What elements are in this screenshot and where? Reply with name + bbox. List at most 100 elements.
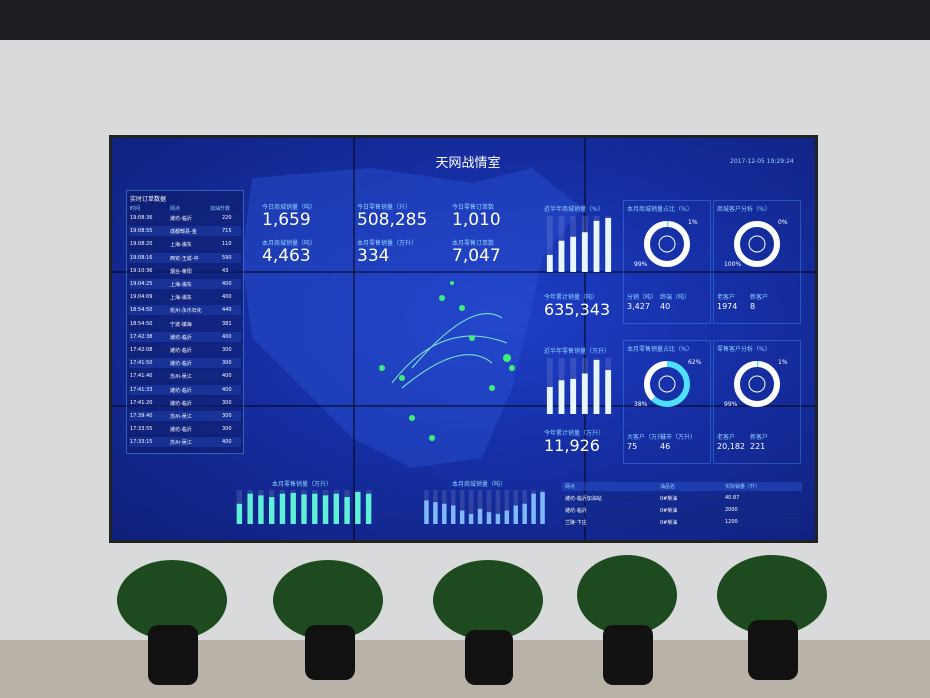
donut-icon [748,235,766,253]
bar [333,493,339,524]
table-header: 油品名 [660,484,676,490]
table-row-bg [129,318,241,329]
donut-icon [748,375,766,393]
bar [236,503,243,524]
table-cell: 40.87 [725,495,740,501]
table-cell: 潍坊-临沂加油站 [565,496,602,502]
table-cell: 300 [222,399,232,406]
stat-label: 分销（吨） [627,294,658,301]
stat-label: 新客户 [750,294,769,301]
table-cell: 0#柴油 [660,496,678,502]
mini-bar-chart [546,358,612,414]
table-cell: 潍坊-临沂 [170,216,192,222]
bar [593,360,600,414]
video-wall: 天网战情室 2017-12-05 19:29:24 实时订单数据 时间 网点 加油升… [112,138,815,540]
table-cell: 上海-浦东 [170,295,192,302]
kpi-label: 今日零售销量（升） [357,204,412,211]
table-cell: 19:08:16 [130,254,153,261]
stat-label: 大客户（万升） [627,434,670,441]
kpi-label: 本月零售订单数 [452,240,495,247]
stat-value: 1974 [717,302,738,311]
stat-label: 老客户 [717,434,736,441]
donut-segment [644,221,690,267]
bar [605,370,612,414]
donut-panel [713,340,801,464]
stat-value: 3,427 [627,302,650,311]
table-header-bg [562,482,802,491]
year-value: 635,343 [544,300,611,319]
table-cell: 17:33:15 [130,439,153,446]
bar-track [477,490,483,524]
bar [344,497,350,524]
kpi-label: 今日零售订单数 [452,204,495,211]
table-cell: 300 [222,426,232,433]
donut-segment [734,361,780,407]
bar-track [504,490,510,524]
table-row-bg [129,331,241,342]
table-header: 网点 [565,484,576,490]
table-row-bg [129,384,241,395]
stat-value: 20,182 [717,442,745,451]
donut-label: 1% [688,219,698,226]
kpi-value: 1,659 [262,210,311,230]
bar [605,218,612,272]
table-cell: 潍坊-临沂 [170,334,192,341]
bar [522,503,527,524]
bar [581,232,588,272]
donut: 62% 38% [634,359,702,408]
year-label: 今年累计销量（万升） [544,430,605,437]
table-cell: 潍坊-临沂 [170,400,192,407]
chart-title: 本月商城销量（吨） [452,481,507,488]
month-bar-chart [236,490,372,524]
table-cell: 17:41:50 [130,360,153,367]
donut-title: 本月商城销量占比（%） [627,206,693,213]
table-cell: 西安-王成-中 [170,255,199,262]
table-cell: 苏州-吴江 [170,374,192,381]
table-cell: 17:41:20 [130,399,153,406]
bar [459,510,465,524]
table-cell: 2000 [725,507,738,513]
donut: 1% 99% [634,219,698,268]
bar [581,373,588,414]
donut-panel [623,340,711,464]
donut-label: 62% [688,359,702,366]
stat-label: 老客户 [717,294,736,301]
donut: 0% 100% [724,219,788,268]
table-row-bg [129,239,241,250]
table-cell: 苏州-吴江 [170,414,192,420]
chart-title: 本月零售销量（万升） [272,481,333,488]
bar [540,492,545,524]
donut-title: 本月零售销量占比（%） [627,346,693,353]
table-cell: 220 [222,215,232,221]
donut: 1% 99% [724,359,788,408]
chart-title: 近半年零售销量（万升） [544,348,611,355]
table-cell: 400 [222,281,232,287]
bar-track [486,490,492,524]
bar [546,254,553,272]
table-row-bg [129,292,241,303]
stat-value: 40 [660,302,671,311]
table-row-bg [129,424,241,435]
bar [593,220,600,272]
kpi-value: 508,285 [357,210,428,230]
table-cell: 19:04:25 [130,281,153,287]
table-row-bg [129,226,241,237]
bar [570,378,577,414]
table-cell: 19:08:20 [130,241,153,248]
bar [531,493,536,524]
donut-panel [623,200,711,324]
table-header: 加油升数 [210,206,231,212]
bar [355,492,361,524]
stat-value: 8 [750,302,756,311]
bar [322,495,329,524]
donut-label: 38% [634,401,648,408]
stat-label: 城市（万升） [660,434,697,441]
table-cell: 17:41:33 [130,386,153,393]
table-cell: 苏州-吴江 [170,440,192,447]
table-cell: 400 [222,333,232,340]
table-cell: 18:54:50 [130,320,153,327]
table-cell: 潍坊-临沂 [170,361,192,368]
title: 天网战情室 [435,156,501,171]
